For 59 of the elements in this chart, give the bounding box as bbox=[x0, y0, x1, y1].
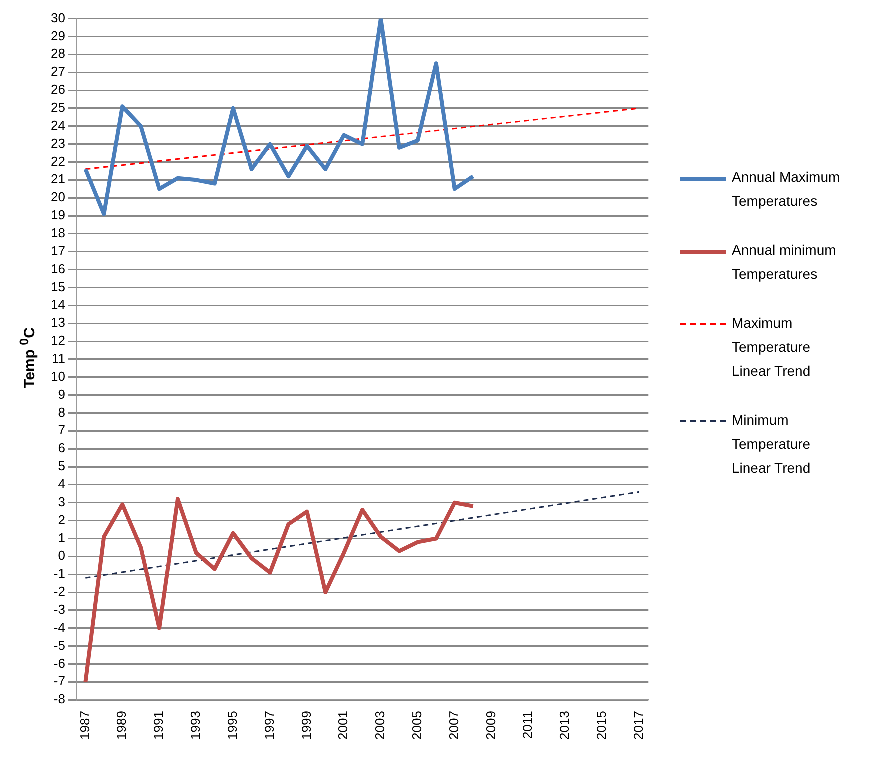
x-tick-label: 2013 bbox=[557, 711, 572, 740]
y-tick-label: 5 bbox=[58, 458, 66, 474]
y-tick-label: -4 bbox=[54, 620, 66, 635]
y-tick-label: 28 bbox=[50, 46, 66, 62]
y-tick-label: 11 bbox=[52, 351, 66, 366]
x-tick-label: 1999 bbox=[298, 711, 314, 740]
y-tick-label: 20 bbox=[50, 190, 66, 205]
x-tick-label: 1993 bbox=[188, 711, 204, 740]
x-tick-label: 2003 bbox=[372, 711, 388, 740]
y-tick-label: -8 bbox=[54, 692, 66, 707]
x-tick-label: 1995 bbox=[224, 711, 240, 740]
y-tick-label: 6 bbox=[58, 440, 66, 456]
y-tick-label: 19 bbox=[50, 208, 66, 223]
y-tick-label: 0 bbox=[58, 548, 66, 564]
legend-label: Maximum Temperature Linear Trend bbox=[732, 314, 812, 381]
y-tick-label: 10 bbox=[50, 368, 66, 384]
y-tick-label: 1 bbox=[58, 530, 66, 546]
y-tick-label: 25 bbox=[50, 100, 66, 116]
y-tick-label: 22 bbox=[50, 154, 66, 169]
y-tick-label: 7 bbox=[58, 422, 66, 438]
y-tick-label: -1 bbox=[54, 566, 66, 582]
y-tick-label: 24 bbox=[50, 118, 66, 133]
y-tick-label: 16 bbox=[50, 261, 66, 276]
y-tick-label: 27 bbox=[50, 64, 66, 80]
x-tick-label: 1989 bbox=[114, 711, 130, 740]
y-tick-label: 8 bbox=[58, 404, 66, 420]
x-tick-label: 2001 bbox=[336, 711, 351, 740]
x-tick-label: 2011 bbox=[520, 711, 536, 740]
y-tick-label: 17 bbox=[50, 243, 66, 258]
y-tick-label: 4 bbox=[58, 476, 66, 492]
y-tick-label: -7 bbox=[54, 674, 66, 689]
y-tick-label: 18 bbox=[50, 226, 66, 241]
y-tick-label: -3 bbox=[54, 602, 66, 618]
y-tick-label: 13 bbox=[50, 315, 66, 330]
y-tick-label: -2 bbox=[54, 584, 66, 600]
y-tick-label: 14 bbox=[50, 297, 66, 312]
x-tick-label: 2015 bbox=[594, 711, 610, 740]
legend-label: Minimum Temperature Linear Trend bbox=[732, 411, 812, 478]
y-tick-label: 15 bbox=[50, 279, 66, 294]
x-tick-label: 2007 bbox=[446, 711, 462, 740]
x-tick-label: 2005 bbox=[409, 711, 424, 740]
y-tick-label: 12 bbox=[50, 333, 66, 348]
y-tick-label: 30 bbox=[50, 10, 66, 26]
y-tick-label: -5 bbox=[54, 638, 66, 653]
legend-label: Annual Maximum Temperatures bbox=[732, 168, 842, 211]
legend-label: Annual minimum Temperatures bbox=[732, 241, 838, 284]
x-tick-label: 2009 bbox=[483, 711, 498, 740]
y-tick-label: -6 bbox=[54, 656, 66, 671]
x-tick-label: 1987 bbox=[77, 711, 92, 740]
y-tick-label: 29 bbox=[50, 28, 66, 44]
y-tick-label: 3 bbox=[58, 494, 66, 510]
y-tick-label: 2 bbox=[58, 512, 66, 528]
y-tick-label: 21 bbox=[50, 172, 66, 187]
y-tick-label: 23 bbox=[50, 136, 66, 151]
x-tick-label: 1997 bbox=[262, 711, 277, 740]
x-tick-label: 1991 bbox=[151, 711, 166, 740]
x-tick-label: 2017 bbox=[630, 711, 646, 740]
y-tick-label: 9 bbox=[58, 386, 66, 402]
y-tick-label: 26 bbox=[50, 82, 66, 98]
